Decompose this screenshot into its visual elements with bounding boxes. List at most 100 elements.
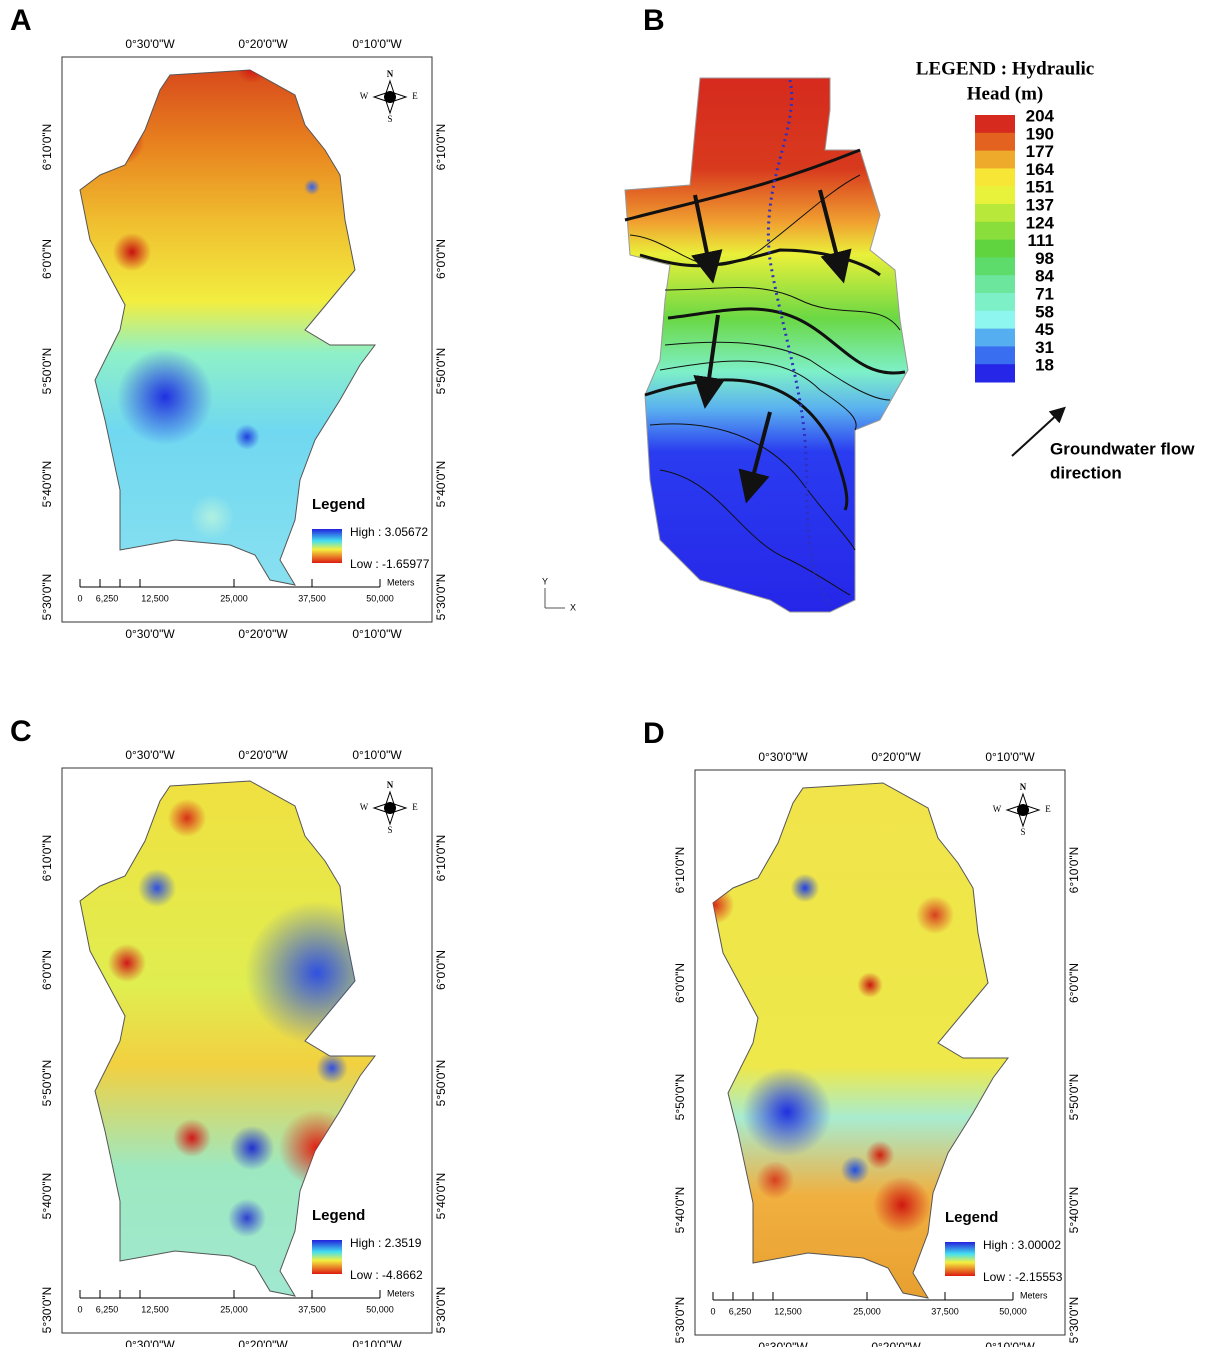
- surface-blob: [117, 349, 213, 445]
- scale-label: 6,250: [96, 1304, 119, 1314]
- surface-blob: [227, 1198, 267, 1238]
- lon-label-top: 0°20'0"W: [238, 37, 288, 51]
- lon-label-bottom: 0°20'0"W: [238, 627, 288, 641]
- contour-line: [664, 287, 901, 331]
- lat-label-left: 5°30'0"N: [40, 1287, 54, 1334]
- contour-line: [664, 341, 891, 401]
- axis-icon-x: X: [570, 602, 576, 612]
- flow-legend-text: direction: [1050, 463, 1122, 482]
- surface-blob: [189, 494, 235, 540]
- lat-label-left: 6°10'0"N: [40, 124, 54, 171]
- compass-e: E: [1045, 804, 1051, 814]
- lat-label-left: 5°40'0"N: [40, 1173, 54, 1220]
- lat-label-right: 5°50'0"N: [1067, 1074, 1081, 1121]
- legend-swatch: [975, 150, 1015, 169]
- legend-value: 177: [1026, 142, 1054, 161]
- lat-label-right: 6°10'0"N: [434, 835, 448, 882]
- lat-label-left: 5°40'0"N: [673, 1187, 687, 1234]
- compass-n: N: [387, 69, 394, 79]
- surface-blob: [873, 1176, 931, 1234]
- legend-bar: [945, 1242, 975, 1276]
- lat-label-right: 5°50'0"N: [434, 1060, 448, 1107]
- panel-label: D: [643, 717, 665, 750]
- scale-unit: Meters: [387, 577, 415, 587]
- surface-blob: [107, 943, 147, 983]
- panel-label: B: [643, 4, 665, 37]
- lat-label-left: 6°0'0"N: [40, 239, 54, 279]
- legend-title: Legend: [312, 1207, 365, 1224]
- flow-arrow: [818, 189, 852, 284]
- surface-blob: [713, 885, 735, 925]
- lat-label-right: 5°30'0"N: [434, 574, 448, 621]
- study-area: [79, 69, 376, 586]
- scale-label: 50,000: [366, 593, 394, 603]
- scale-label: 25,000: [853, 1306, 881, 1316]
- scale-label: 25,000: [220, 593, 248, 603]
- scale-unit: Meters: [1020, 1290, 1048, 1300]
- lat-label-right: 5°40'0"N: [434, 461, 448, 508]
- legend-bar: [312, 529, 342, 563]
- contour-line: [667, 307, 906, 375]
- legend-title: Legend: [312, 496, 365, 513]
- scale-label: 0: [77, 593, 82, 603]
- legend-swatch: [975, 275, 1015, 294]
- lon-label-top: 0°20'0"W: [871, 750, 921, 764]
- lon-label-bottom: 0°10'0"W: [985, 1340, 1035, 1347]
- lon-label-bottom: 0°10'0"W: [352, 627, 402, 641]
- surface-blob: [229, 1125, 275, 1171]
- legend-high: High : 2.3519: [350, 1236, 422, 1250]
- lat-label-right: 6°0'0"N: [1067, 963, 1081, 1003]
- surface-blob: [167, 798, 207, 838]
- surface-blob: [234, 424, 260, 450]
- legend-swatch: [975, 204, 1015, 223]
- lat-label-right: 6°10'0"N: [434, 124, 448, 171]
- legend-swatch: [975, 310, 1015, 330]
- lat-label-right: 6°10'0"N: [1067, 847, 1081, 894]
- lat-label-left: 5°50'0"N: [40, 348, 54, 395]
- legend-high: High : 3.00002: [983, 1238, 1061, 1252]
- scale-label: 12,500: [141, 1304, 169, 1314]
- lat-label-left: 6°10'0"N: [40, 835, 54, 882]
- legend-value: 111: [1028, 231, 1055, 250]
- surface-blob: [172, 1118, 212, 1158]
- contour-line: [649, 423, 856, 551]
- lon-label-bottom: 0°30'0"W: [758, 1340, 808, 1347]
- surface-blobs: [99, 70, 320, 540]
- contour-line: [659, 360, 857, 431]
- hydraulic-head-surface: [624, 77, 909, 613]
- lat-label-left: 6°0'0"N: [40, 950, 54, 990]
- surface-blob: [857, 972, 883, 998]
- lat-label-left: 5°50'0"N: [40, 1060, 54, 1107]
- legend-value: 18: [1035, 356, 1054, 375]
- scale-label: 50,000: [999, 1306, 1027, 1316]
- flow-arrow: [691, 194, 723, 284]
- legend-swatch: [975, 328, 1015, 347]
- compass-w: W: [360, 91, 369, 101]
- panel-label: A: [10, 4, 32, 37]
- surface-blob: [755, 1160, 795, 1200]
- surface-blob: [790, 873, 820, 903]
- legend-low: Low : -4.8662: [350, 1268, 423, 1282]
- contour-line: [624, 148, 861, 222]
- compass-s: S: [387, 825, 392, 835]
- legend-title: Legend: [945, 1209, 998, 1226]
- contour-line: [629, 174, 861, 266]
- compass-w: W: [360, 802, 369, 812]
- lat-label-right: 5°40'0"N: [434, 1173, 448, 1220]
- scale-label: 37,500: [298, 1304, 326, 1314]
- lat-label-left: 6°0'0"N: [673, 963, 687, 1003]
- legend-low: Low : -1.65977: [350, 557, 430, 571]
- lat-label-right: 5°40'0"N: [1067, 1187, 1081, 1234]
- axis-icon: [544, 588, 565, 609]
- legend-swatch: [975, 293, 1015, 312]
- legend-title: LEGEND : Hydraulic: [916, 58, 1094, 79]
- legend-swatch: [975, 346, 1015, 365]
- compass-e: E: [412, 802, 418, 812]
- compass-center: [1017, 804, 1029, 816]
- lat-label-right: 5°30'0"N: [434, 1287, 448, 1334]
- legend-value: 204: [1026, 106, 1055, 125]
- compass-s: S: [387, 114, 392, 124]
- lat-label-left: 5°50'0"N: [673, 1074, 687, 1121]
